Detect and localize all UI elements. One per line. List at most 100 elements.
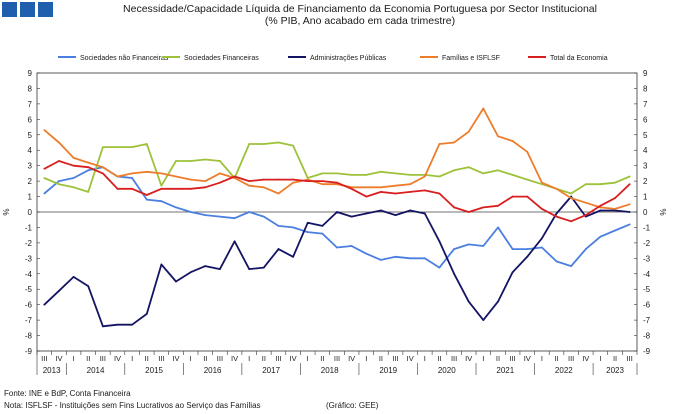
y-tick-label-right: -6: [643, 301, 651, 310]
x-tick-label: I: [131, 354, 133, 363]
y-tick-label-left: 6: [28, 115, 33, 124]
data-point: [555, 212, 558, 215]
data-point: [219, 215, 221, 218]
x-tick-label: I: [307, 354, 309, 363]
y-axis-label-left: %: [2, 208, 11, 215]
x-tick-label: I: [599, 354, 601, 363]
data-point: [204, 265, 207, 267]
data-point: [87, 191, 90, 193]
data-point: [365, 186, 368, 189]
gee-logo: [2, 2, 53, 17]
y-tick-label-left: 5: [28, 131, 33, 140]
data-point: [453, 206, 455, 209]
year-label: 2016: [204, 366, 222, 375]
data-point: [438, 266, 441, 269]
data-point: [423, 189, 426, 192]
data-point: [87, 166, 90, 169]
data-point: [131, 146, 134, 149]
data-point: [248, 143, 251, 145]
data-point: [277, 192, 280, 195]
data-point: [219, 181, 221, 184]
data-point: [248, 268, 251, 271]
y-tick-label-right: 9: [643, 69, 648, 78]
x-tick-label: IV: [582, 354, 589, 363]
y-tick-label-right: -8: [643, 332, 651, 341]
y-tick-label-left: 8: [28, 84, 33, 93]
data-point: [72, 157, 75, 159]
data-point: [233, 175, 236, 178]
data-point: [628, 183, 631, 186]
data-point: [248, 211, 251, 213]
x-tick-label: III: [158, 354, 164, 363]
data-point: [160, 184, 163, 187]
data-point: [614, 208, 616, 210]
y-tick-label-left: 0: [28, 208, 33, 217]
y-tick-label-left: -7: [25, 316, 33, 325]
year-label: 2013: [43, 366, 61, 375]
chart-credit: (Gráfico: GEE): [326, 401, 379, 410]
legend-entry: Administrações Públicas: [310, 55, 387, 62]
x-tick-label: IV: [407, 354, 414, 363]
data-point: [453, 169, 455, 172]
data-point: [540, 208, 543, 210]
data-point: [628, 203, 631, 206]
data-point: [292, 255, 294, 258]
data-point: [145, 198, 148, 201]
y-tick-label-left: 4: [28, 146, 33, 155]
data-point: [262, 186, 265, 189]
x-tick-label: IV: [172, 354, 179, 363]
legend-entry: Total da Economia: [550, 55, 608, 62]
data-point: [584, 201, 587, 204]
data-point: [219, 160, 221, 162]
data-point: [58, 180, 60, 183]
data-point: [394, 255, 397, 258]
data-point: [43, 177, 46, 179]
y-tick-label-left: -4: [25, 270, 33, 279]
y-tick-label-right: -5: [643, 285, 651, 294]
data-point: [599, 209, 602, 212]
data-point: [467, 300, 470, 303]
data-point: [365, 212, 368, 215]
data-point: [189, 187, 192, 190]
data-point: [423, 212, 426, 215]
data-point: [292, 178, 294, 181]
y-tick-label-right: -1: [643, 223, 651, 232]
y-tick-label-left: 9: [28, 69, 33, 78]
data-point: [453, 141, 455, 144]
data-point: [321, 180, 324, 183]
y-tick-label-left: 2: [28, 177, 33, 186]
data-point: [540, 237, 543, 240]
data-point: [555, 187, 558, 190]
y-tick-label-right: 4: [643, 146, 648, 155]
data-point: [350, 245, 353, 247]
data-point: [394, 184, 397, 187]
data-point: [87, 169, 90, 172]
data-point: [58, 160, 60, 162]
y-tick-label-right: 1: [643, 193, 648, 202]
legend-entry: Sociedades Financeiras: [184, 55, 259, 62]
data-point: [336, 246, 338, 249]
y-tick-label-right: -2: [643, 239, 651, 248]
x-tick-label: I: [190, 354, 192, 363]
y-axis-label-right: %: [659, 208, 668, 215]
logo-square: [2, 2, 17, 17]
chart-title: Necessidade/Capacidade Líquida de Financ…: [123, 3, 597, 15]
x-tick-label: IV: [465, 354, 472, 363]
data-point: [262, 143, 265, 145]
x-tick-label: II: [437, 354, 441, 363]
data-point: [145, 170, 148, 173]
legend-entry: Sociedades não Financeiras: [80, 55, 169, 62]
legend-entry: Famílias e ISFLSF: [442, 55, 500, 62]
data-point: [511, 271, 514, 274]
y-tick-label-right: 2: [643, 177, 648, 186]
x-tick-label: IV: [348, 354, 355, 363]
data-point: [101, 172, 104, 175]
data-point: [292, 181, 294, 184]
data-point: [175, 160, 177, 162]
data-point: [511, 140, 514, 142]
chart-title-block: Necessidade/Capacidade Líquida de Financ…: [60, 3, 660, 27]
y-tick-label-left: 3: [28, 162, 33, 171]
data-point: [160, 187, 163, 190]
data-point: [277, 248, 280, 250]
data-point: [233, 217, 236, 220]
